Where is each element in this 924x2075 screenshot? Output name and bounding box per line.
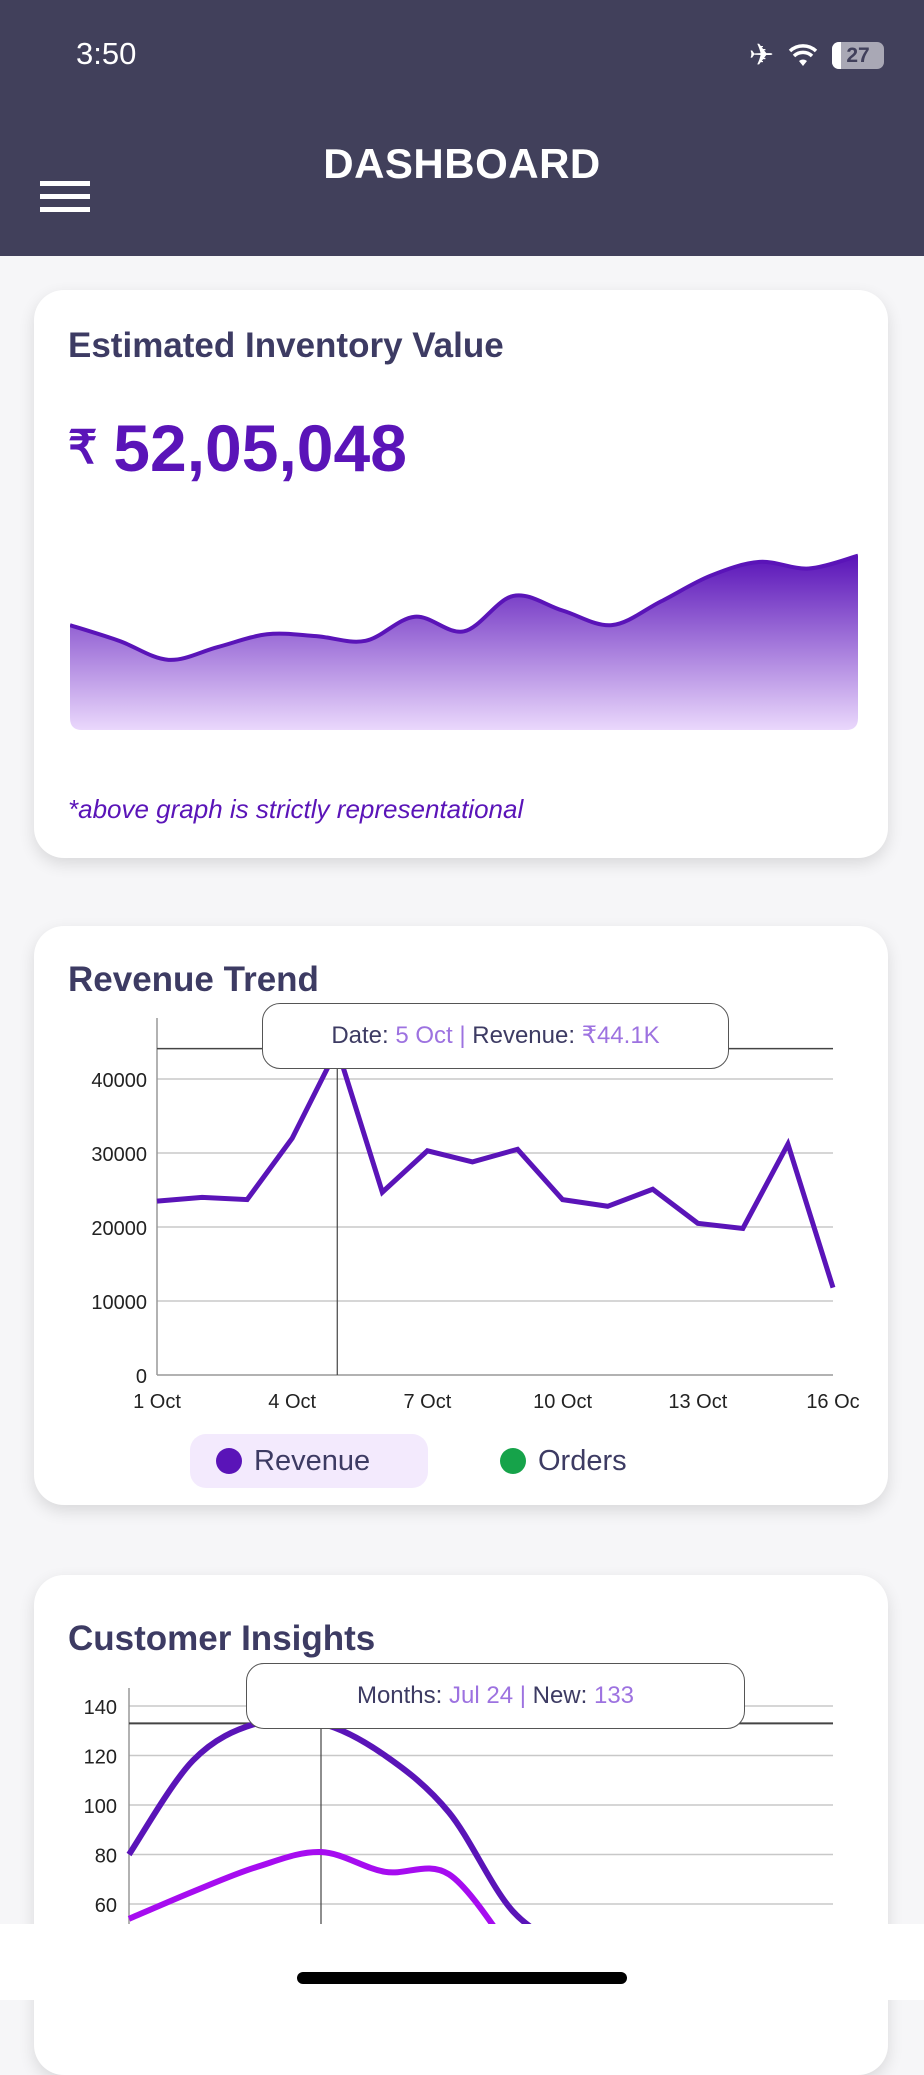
wifi-icon: [788, 43, 818, 66]
revenue-chart[interactable]: 0 10000 20000 30000 40000 1 Oct 4 Oct 7 Oct 10 O…: [0, 0, 924, 1500]
x-tick-label: 7 Oct: [404, 1391, 452, 1413]
status-icons: ✈ 27: [749, 38, 884, 73]
airplane-icon: ✈: [748, 39, 774, 72]
customer-line-1: [126, 1716, 532, 1924]
y-tick-label: 80: [95, 1846, 117, 1868]
inventory-amount: 52,05,048: [113, 411, 407, 485]
y-tick-label: 30000: [91, 1144, 147, 1166]
x-tick-label: 13 Oct: [668, 1391, 727, 1413]
inventory-title: Estimated Inventory Value: [68, 326, 504, 365]
representational-note: *above graph is strictly representationa…: [68, 794, 524, 824]
page-title: DASHBOARD: [323, 140, 601, 187]
x-tick-label: 4 Oct: [268, 1391, 316, 1413]
x-tick-label: 1 Oct: [133, 1391, 181, 1413]
battery-level: 27: [846, 44, 870, 67]
bottom-safe-area: [0, 1924, 924, 2000]
revenue-trend-title: Revenue Trend: [68, 960, 319, 999]
status-time: 3:50: [76, 36, 137, 71]
revenue-dot-icon: [216, 1448, 242, 1474]
x-tick-label: 16 Oc: [806, 1391, 859, 1413]
legend-label: Revenue: [254, 1444, 371, 1477]
app-header: 3:50 ✈ 27 DASHBOARD: [0, 0, 924, 256]
x-tick-label: 10 Oct: [533, 1391, 592, 1413]
legend-revenue[interactable]: Revenue: [190, 1434, 428, 1488]
y-tick-label: 100: [84, 1796, 117, 1818]
y-tick-label: 0: [136, 1366, 147, 1388]
orders-dot-icon: [500, 1448, 526, 1474]
y-tick-label: 140: [84, 1697, 117, 1719]
y-tick-label: 10000: [91, 1292, 147, 1314]
legend-orders[interactable]: Orders: [500, 1434, 680, 1488]
y-tick-label: 60: [95, 1895, 117, 1917]
y-tick-label: 20000: [91, 1218, 147, 1240]
revenue-line: [156, 1042, 836, 1289]
home-indicator[interactable]: [297, 1972, 627, 1984]
inventory-card: Estimated Inventory Value ₹52,05,048 *ab…: [34, 290, 888, 858]
hamburger-menu-icon[interactable]: [40, 181, 90, 217]
inventory-area-chart: [70, 553, 858, 730]
inventory-area: [70, 555, 858, 730]
inventory-line: [70, 553, 858, 662]
y-tick-label: 120: [84, 1747, 117, 1769]
battery-icon: 27: [832, 42, 884, 69]
revenue-tooltip: Date: 5 Oct | Revenue: ₹44.1K: [262, 1003, 729, 1069]
inventory-value: ₹52,05,048: [68, 410, 407, 486]
legend-label: Orders: [538, 1444, 627, 1477]
customer-insights-title: Customer Insights: [68, 1619, 376, 1658]
customer-tooltip: Months: Jul 24 | New: 133: [246, 1663, 745, 1729]
rupee-icon: ₹: [68, 421, 98, 473]
y-tick-label: 40000: [91, 1070, 147, 1092]
customer-chart[interactable]: 60 80 100 120 140: [0, 0, 924, 1924]
customer-line-2: [127, 1849, 496, 1924]
